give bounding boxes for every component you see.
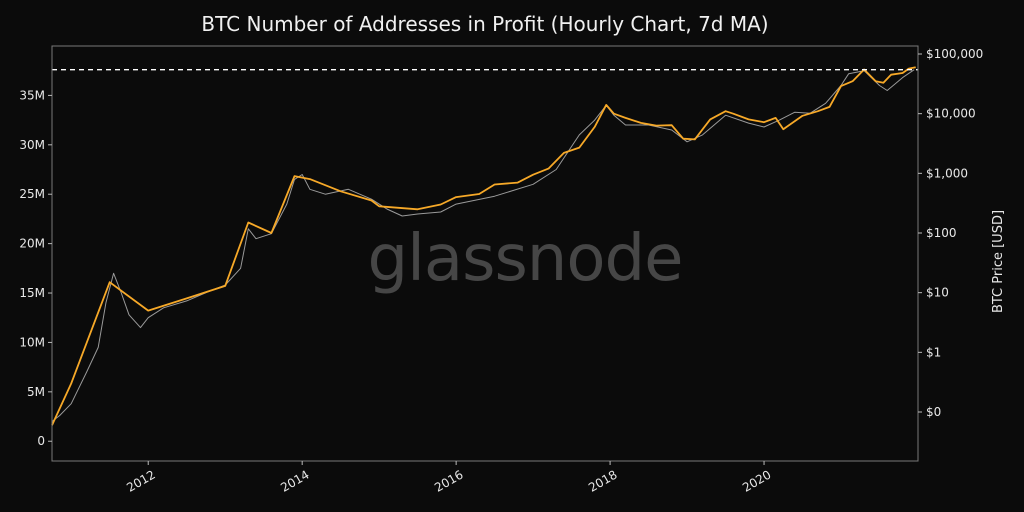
y-right-axis-title: BTC Price [USD] (991, 210, 1006, 313)
y-left-tick-label: 20M (19, 237, 45, 251)
watermark-text: glassnode (367, 222, 682, 296)
y-right-tick-label: $100 (926, 226, 957, 240)
x-tick-label: 2012 (124, 467, 157, 494)
chart-title: BTC Number of Addresses in Profit (Hourl… (201, 12, 769, 36)
y-left-tick-label: 30M (19, 138, 45, 152)
plot-frame (51, 45, 919, 462)
y-left-tick-label: 0 (37, 434, 45, 448)
btc-price-line (51, 66, 916, 426)
y-left-tick-label: 25M (19, 187, 45, 201)
x-tick-label: 2020 (740, 467, 773, 494)
y-right-tick-label: $1 (926, 345, 941, 359)
y-left-tick-label: 35M (19, 88, 45, 102)
y-right-tick-label: $10 (926, 286, 949, 300)
x-tick-label: 2018 (586, 467, 619, 494)
y-right-tick-label: $0 (926, 405, 941, 419)
y-left-tick-label: 5M (27, 385, 45, 399)
y-right-tick-label: $100,000 (926, 47, 983, 61)
y-right-tick-label: $10,000 (926, 107, 976, 121)
y-left-tick-label: 10M (19, 335, 45, 349)
x-tick-label: 2016 (432, 467, 465, 494)
y-left-tick-label: 15M (19, 286, 45, 300)
x-tick-label: 2014 (278, 467, 311, 494)
y-right-tick-label: $1,000 (926, 166, 968, 180)
addresses-in-profit-line (51, 69, 915, 422)
